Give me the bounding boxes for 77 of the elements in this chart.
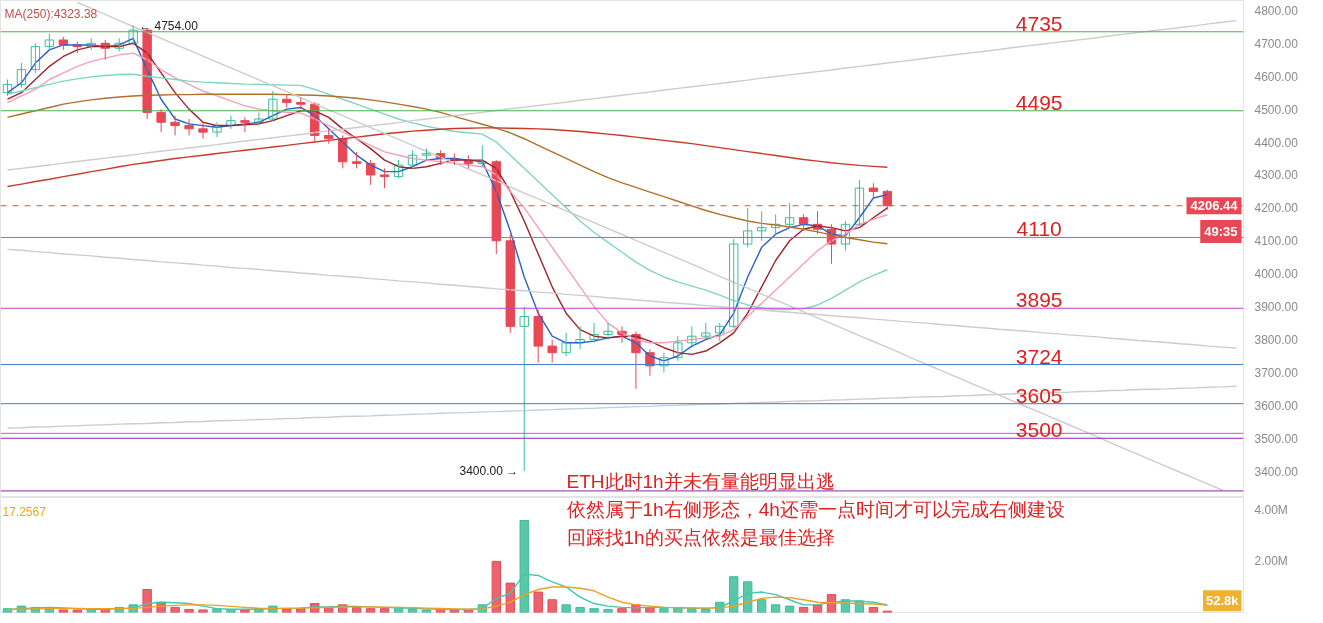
bar — [659, 608, 669, 613]
ref-line-label: 3895 — [1015, 288, 1063, 312]
candlestick — [198, 121, 208, 140]
y-tick-label: 4100.00 — [1254, 234, 1299, 249]
y-tick-label: 3800.00 — [1254, 333, 1299, 348]
ref-line-label: 3724 — [1015, 344, 1063, 368]
y-tick-label: 4600.00 — [1254, 69, 1299, 84]
y-tick-label: 4000.00 — [1254, 267, 1299, 282]
candlestick — [324, 128, 334, 145]
candlestick — [184, 118, 194, 136]
bar — [756, 599, 767, 613]
annotation: 回踩找1h的买点依然是最佳选择 — [566, 526, 835, 548]
annotation: ← 4754.00 — [139, 18, 199, 33]
y-tick-label: 4200.00 — [1254, 201, 1299, 216]
annotation: ETH此时1h并未有量能明显出逃 — [566, 470, 835, 492]
y-tick-label: 3400.00 — [1254, 464, 1299, 479]
annotation: 52.8k — [1205, 593, 1240, 609]
bar — [379, 608, 390, 613]
candlestick — [519, 306, 529, 472]
bar — [575, 606, 585, 613]
bar — [198, 609, 208, 613]
bar — [491, 560, 501, 613]
y-tick-label: 4.00M — [1254, 503, 1288, 518]
bar — [184, 608, 194, 613]
annotation: 17.2567 — [2, 504, 47, 519]
bar — [519, 520, 529, 613]
y-tick-label: 4800.00 — [1254, 3, 1299, 18]
bar — [743, 581, 753, 613]
bar — [561, 604, 571, 613]
bar — [701, 608, 711, 613]
candlestick — [868, 182, 879, 199]
candlestick — [756, 210, 767, 242]
bar — [729, 576, 739, 613]
bar — [547, 599, 557, 613]
line-series — [6, 93, 889, 245]
candlestick — [44, 32, 55, 51]
candlestick — [547, 339, 557, 364]
bar — [770, 604, 781, 613]
y-tick-label: 4300.00 — [1254, 168, 1299, 183]
y-tick-label: 3600.00 — [1254, 398, 1299, 413]
bar — [365, 608, 376, 613]
candlestick — [240, 116, 250, 133]
candlestick — [296, 97, 306, 110]
bar — [58, 609, 69, 613]
candlestick — [505, 233, 515, 334]
line-series — [6, 127, 889, 188]
y-tick-label: 2.00M — [1254, 554, 1288, 569]
bar — [72, 609, 82, 613]
bar — [170, 606, 180, 613]
candlestick — [533, 309, 543, 364]
y-tick-label: 4500.00 — [1254, 102, 1299, 117]
y-tick-label: 3500.00 — [1254, 431, 1299, 446]
annotation: 49:35 — [1204, 224, 1238, 239]
y-tick-label: 3900.00 — [1254, 300, 1299, 315]
bar — [617, 608, 627, 613]
annotation: 3400.00 → — [459, 464, 519, 479]
bar — [603, 608, 613, 613]
y-tick-label: 3700.00 — [1254, 365, 1299, 380]
candlestick — [379, 167, 390, 189]
bar — [589, 608, 599, 613]
bar — [784, 605, 795, 613]
ref-line-label: 3605 — [1015, 383, 1063, 407]
ref-line-label: 4110 — [1016, 217, 1062, 241]
annotation: MA(250):4323.38 — [4, 6, 98, 21]
line-series — [6, 586, 889, 611]
candlestick — [701, 322, 711, 341]
candlestick — [421, 148, 432, 161]
ref-line-label: 4206.44 — [1190, 198, 1239, 214]
bar — [533, 591, 543, 613]
candlestick — [282, 93, 292, 108]
y-tick-label: 4700.00 — [1254, 36, 1299, 51]
candlestick — [784, 202, 795, 229]
ref-line-label: 4735 — [1015, 11, 1063, 35]
y-tick-label: 4400.00 — [1254, 135, 1299, 150]
annotation: 依然属于1h右侧形态，4h还需一点时间才可以完成右侧建设 — [566, 498, 1065, 520]
ref-line-label: 4495 — [1015, 90, 1063, 114]
candlestick — [351, 151, 362, 169]
